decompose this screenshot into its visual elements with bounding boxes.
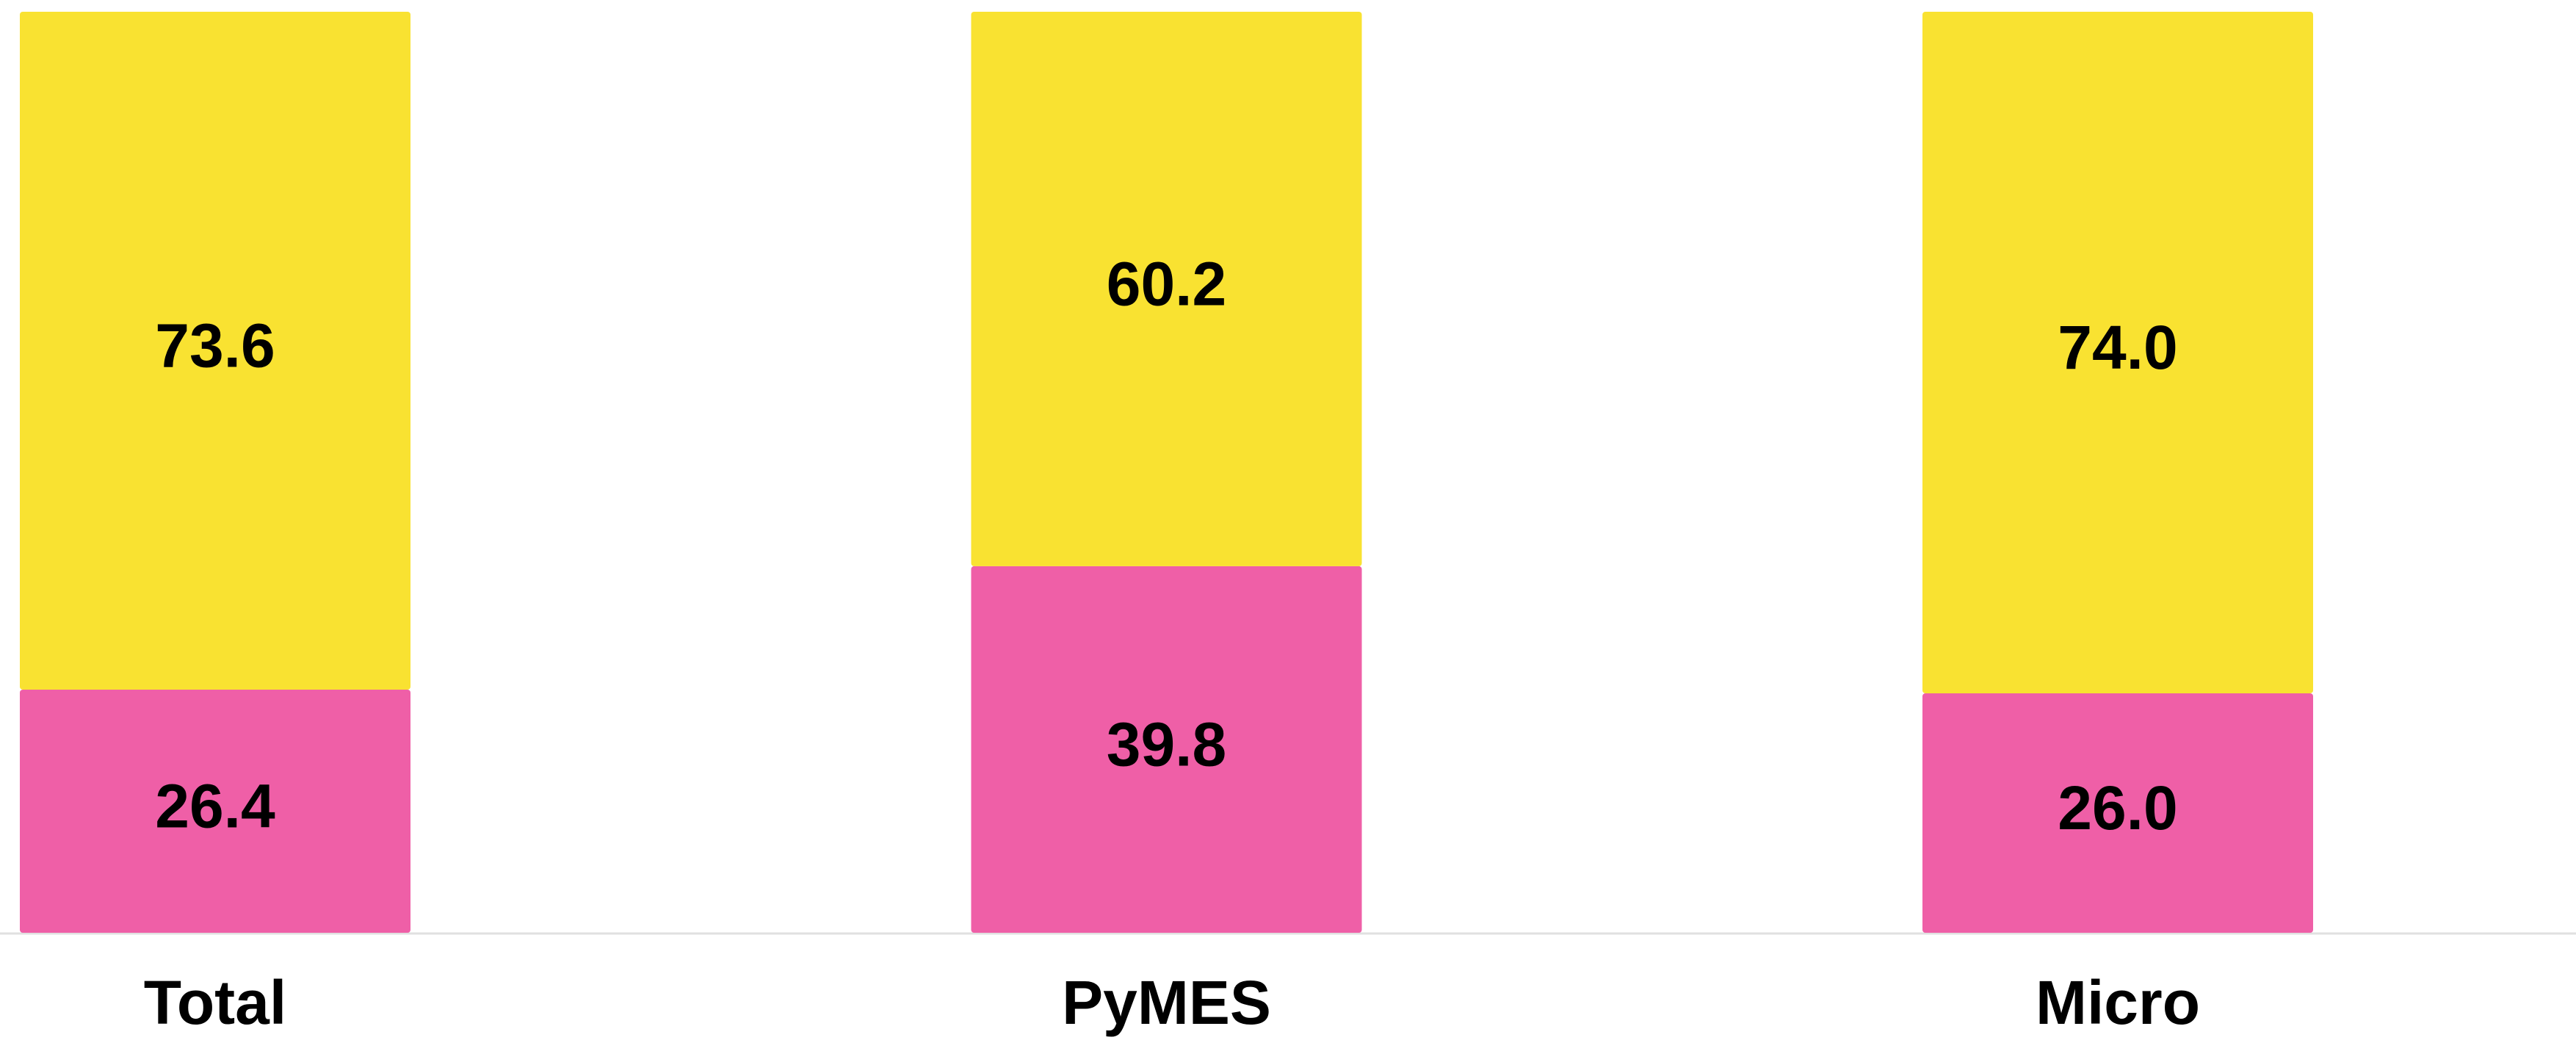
x-tick-label: PyMES	[1062, 968, 1271, 1037]
value-label: 73.6	[155, 311, 275, 380]
bar-segment	[1922, 693, 2313, 933]
bar-segment	[1922, 12, 2313, 693]
value-label: 39.8	[1107, 710, 1227, 779]
bar-segment	[20, 689, 410, 933]
bar-segment	[971, 566, 1362, 933]
value-label: 74.0	[2058, 313, 2178, 382]
bar-segment	[971, 12, 1362, 566]
value-label: 26.0	[2058, 773, 2178, 842]
bar-segment	[20, 12, 410, 690]
x-tick-label: Total	[144, 968, 286, 1037]
value-label: 60.2	[1107, 250, 1227, 319]
value-label: 26.4	[155, 772, 275, 841]
x-tick-label: Micro	[2036, 968, 2200, 1037]
